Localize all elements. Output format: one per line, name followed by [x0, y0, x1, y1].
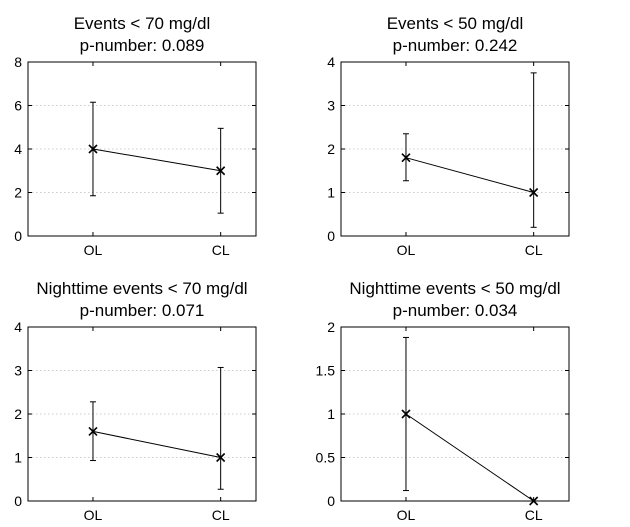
- y-tick-label: 2: [14, 406, 22, 422]
- data-point: [529, 187, 539, 198]
- chart-panel-1: Events < 70 mg/dl p-number: 0.089 0 2 4 6 8 OL C…: [14, 14, 257, 258]
- x-tick-label: OL: [84, 507, 103, 522]
- y-tick-label: 2: [327, 141, 335, 157]
- data-point: [401, 409, 411, 419]
- data-point: [88, 144, 98, 154]
- y-tick-label: 1: [14, 450, 22, 466]
- y-tick-label: 2: [327, 319, 335, 335]
- y-tick-label: 2: [14, 185, 22, 201]
- series-line: [92, 148, 221, 172]
- chart-subtitle: p-number: 0.071: [80, 301, 205, 320]
- y-tick-label: 3: [14, 363, 22, 379]
- axes-box: [340, 326, 570, 502]
- y-tick-label: 1.5: [316, 363, 336, 379]
- y-tick-label: 1: [327, 185, 335, 201]
- series-line: [92, 430, 221, 458]
- data-point: [88, 426, 98, 436]
- chart-subtitle: p-number: 0.089: [80, 36, 205, 55]
- series-line: [405, 413, 534, 502]
- y-tick-label: 0: [327, 228, 335, 244]
- marker-stroke: [401, 409, 411, 419]
- y-tick-label: 8: [14, 54, 22, 70]
- y-tick-label: 0.5: [316, 450, 336, 466]
- chart-title: Events < 50 mg/dl: [387, 14, 524, 33]
- data-point: [401, 153, 411, 163]
- axes-box: [340, 61, 570, 237]
- y-tick-label: 1: [327, 406, 335, 422]
- marker-stroke: [88, 426, 98, 436]
- data-point: [216, 452, 226, 463]
- chart-panel-3: Nighttime events < 70 mg/dl p-number: 0.0…: [14, 279, 257, 523]
- x-tick-label: CL: [525, 507, 543, 522]
- y-tick-label: 4: [14, 141, 22, 157]
- marker-stroke: [529, 187, 539, 198]
- x-tick-label: OL: [397, 242, 416, 258]
- y-tick-label: 4: [327, 54, 335, 70]
- marker-stroke: [88, 144, 98, 154]
- chart-title: Nighttime events < 70 mg/dl: [36, 279, 247, 298]
- data-point: [216, 166, 226, 176]
- marker-stroke: [216, 452, 226, 463]
- y-tick-label: 3: [327, 98, 335, 114]
- x-tick-label: CL: [212, 242, 230, 258]
- marker-stroke: [216, 166, 226, 176]
- x-tick-label: CL: [212, 507, 230, 522]
- y-tick-label: 4: [14, 319, 22, 335]
- x-tick-label: OL: [397, 507, 416, 522]
- chart-title: Events < 70 mg/dl: [74, 14, 211, 33]
- y-tick-label: 6: [14, 98, 22, 114]
- axes-box: [27, 61, 257, 237]
- x-tick-label: OL: [84, 242, 103, 258]
- series-line: [405, 157, 534, 193]
- chart-title: Nighttime events < 50 mg/dl: [349, 279, 560, 298]
- chart-panel-2: Events < 50 mg/dl p-number: 0.242 0 1 2 3 4 OL C…: [327, 14, 570, 258]
- x-tick-label: CL: [525, 242, 543, 258]
- chart-subtitle: p-number: 0.242: [393, 36, 518, 55]
- y-tick-label: 0: [14, 493, 22, 509]
- y-tick-label: 0: [327, 493, 335, 509]
- marker-stroke: [401, 153, 411, 163]
- axes-box: [27, 326, 257, 502]
- marker-stroke: [529, 496, 539, 506]
- y-tick-label: 0: [14, 228, 22, 244]
- data-point: [529, 496, 539, 506]
- chart-subtitle: p-number: 0.034: [393, 301, 518, 320]
- chart-panel-4: Nighttime events < 50 mg/dl p-number: 0.0…: [316, 279, 570, 523]
